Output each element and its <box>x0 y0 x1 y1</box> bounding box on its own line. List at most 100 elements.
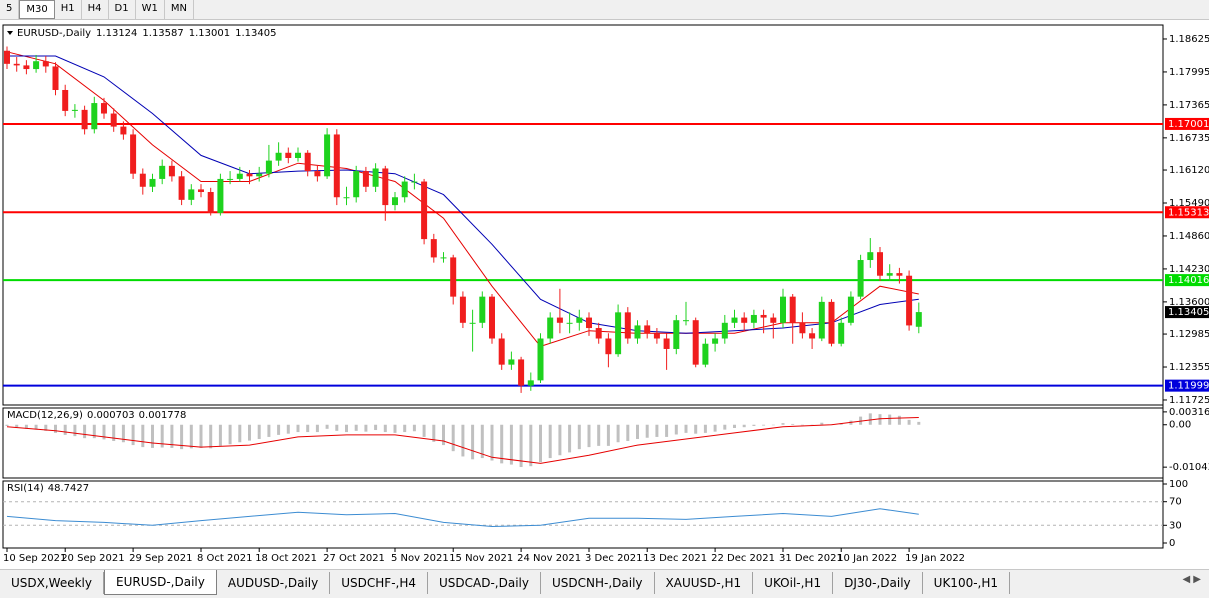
candle-body <box>547 317 554 339</box>
header-ohlc-value: 1.13124 <box>96 28 137 39</box>
level-label-box <box>1165 274 1209 287</box>
candle-body <box>809 333 816 339</box>
macd-bar <box>907 419 911 425</box>
timeframe-button[interactable]: H4 <box>82 0 109 19</box>
macd-bar <box>267 424 271 437</box>
timeframe-button[interactable]: W1 <box>136 0 165 19</box>
macd-bar <box>170 424 174 448</box>
candle-body <box>867 252 874 261</box>
candle-body <box>721 322 728 339</box>
y-tick-label: 1.14230 <box>1169 264 1209 275</box>
candle-body <box>750 314 757 323</box>
tab-scroll[interactable]: ◀ ▶ <box>1182 574 1201 585</box>
chart-tab[interactable]: UK100-,H1 <box>923 572 1011 594</box>
timeframe-button[interactable]: 5 <box>0 0 20 19</box>
macd-bar <box>432 424 436 442</box>
timeframe-button[interactable]: H1 <box>55 0 82 19</box>
macd-bar <box>519 424 523 468</box>
current-price-box <box>1165 306 1209 319</box>
macd-bar <box>325 424 329 429</box>
chart-tab[interactable]: USDCNH-,Daily <box>541 572 655 594</box>
candle-body <box>382 168 389 206</box>
candle-body <box>168 165 175 177</box>
y-tick-label: 100 <box>1169 479 1188 490</box>
macd-bar <box>121 424 125 443</box>
y-tick-label: 1.12985 <box>1169 329 1209 340</box>
level-label: 1.14016 <box>1168 275 1209 286</box>
macd-bar <box>529 424 533 467</box>
macd-bar <box>684 424 688 433</box>
chart-tab[interactable]: USDX,Weekly <box>0 572 104 594</box>
macd-bar <box>422 424 426 437</box>
macd-bar <box>636 424 639 439</box>
candle-body <box>13 63 20 66</box>
timeframe-toolbar: 5 M30 H1 H4 D1 W1 MN <box>0 0 1209 20</box>
macd-bar <box>606 424 610 446</box>
macd-bar <box>306 424 310 433</box>
candle-body <box>605 338 612 355</box>
macd-bar <box>868 413 872 425</box>
macd-bar <box>791 423 795 425</box>
chart-tab[interactable]: UKOil-,H1 <box>753 572 834 594</box>
candle-body <box>207 192 214 213</box>
candle-body <box>770 317 777 323</box>
y-tick-label: 1.16120 <box>1169 165 1209 176</box>
candle-body <box>450 257 457 297</box>
macd-bar <box>820 422 824 425</box>
macd-bar <box>83 424 87 439</box>
symbol-menu-icon <box>7 31 13 35</box>
y-tick-label: 1.11725 <box>1169 395 1209 406</box>
chart-tab[interactable]: USDCAD-,Daily <box>428 572 541 594</box>
x-tick-label: 8 Oct 2021 <box>197 553 252 564</box>
candle-body <box>110 113 117 127</box>
timeframe-button[interactable]: M30 <box>19 0 55 19</box>
macd-bar <box>461 424 465 457</box>
level-label: 1.15313 <box>1168 207 1209 218</box>
macd-bar <box>800 424 804 426</box>
chart-tab[interactable]: AUDUSD-,Daily <box>217 572 331 594</box>
candle-body <box>644 325 651 334</box>
macd-bar <box>15 424 19 428</box>
y-tick-label: 1.14860 <box>1169 231 1209 242</box>
y-tick-label: 70 <box>1169 497 1182 508</box>
current-price-label: 1.13405 <box>1168 307 1209 318</box>
macd-bar <box>112 424 116 442</box>
macd-bar <box>645 424 649 438</box>
chart-tab[interactable]: XAUUSD-,H1 <box>655 572 754 594</box>
macd-bar <box>277 424 281 435</box>
candle-body <box>818 301 825 339</box>
indicator-value: 0.000703 <box>87 410 135 421</box>
timeframe-button[interactable]: D1 <box>109 0 136 19</box>
candle-body <box>101 103 107 114</box>
candle-body <box>4 50 10 64</box>
candle-body <box>741 317 748 323</box>
chart-tabs: USDX,Weekly EURUSD-,Daily AUDUSD-,Daily USD… <box>0 569 1209 598</box>
candle-body <box>634 325 641 339</box>
level-label: 1.17001 <box>1168 119 1209 130</box>
candle-body <box>188 189 195 200</box>
chart-tab[interactable]: EURUSD-,Daily <box>104 570 217 595</box>
candle-body <box>508 359 515 365</box>
candle-body <box>353 171 360 198</box>
macd-bar <box>286 424 290 434</box>
x-tick-label: 19 Jan 2022 <box>905 553 965 564</box>
macd-bar <box>393 424 397 433</box>
macd-bar <box>451 424 455 452</box>
candle-body <box>847 296 854 323</box>
candle-body <box>566 322 573 324</box>
candle-body <box>178 176 185 200</box>
candle-body <box>828 301 835 344</box>
x-tick-label: 13 Dec 2021 <box>643 553 707 564</box>
chart-tab[interactable]: USDCHF-,H4 <box>330 572 428 594</box>
macd-bar <box>5 424 9 426</box>
chart-tab[interactable]: DJ30-,Daily <box>833 572 923 594</box>
candle-body <box>227 178 234 180</box>
timeframe-button[interactable]: MN <box>165 0 194 19</box>
macd-bar <box>257 424 261 439</box>
x-tick-label: 18 Oct 2021 <box>255 553 317 564</box>
macd-bar <box>364 424 368 432</box>
macd-bar <box>626 424 630 442</box>
candle-body <box>246 173 253 177</box>
macd-bar <box>897 415 901 425</box>
header-ohlc-value: 1.13405 <box>235 28 276 39</box>
